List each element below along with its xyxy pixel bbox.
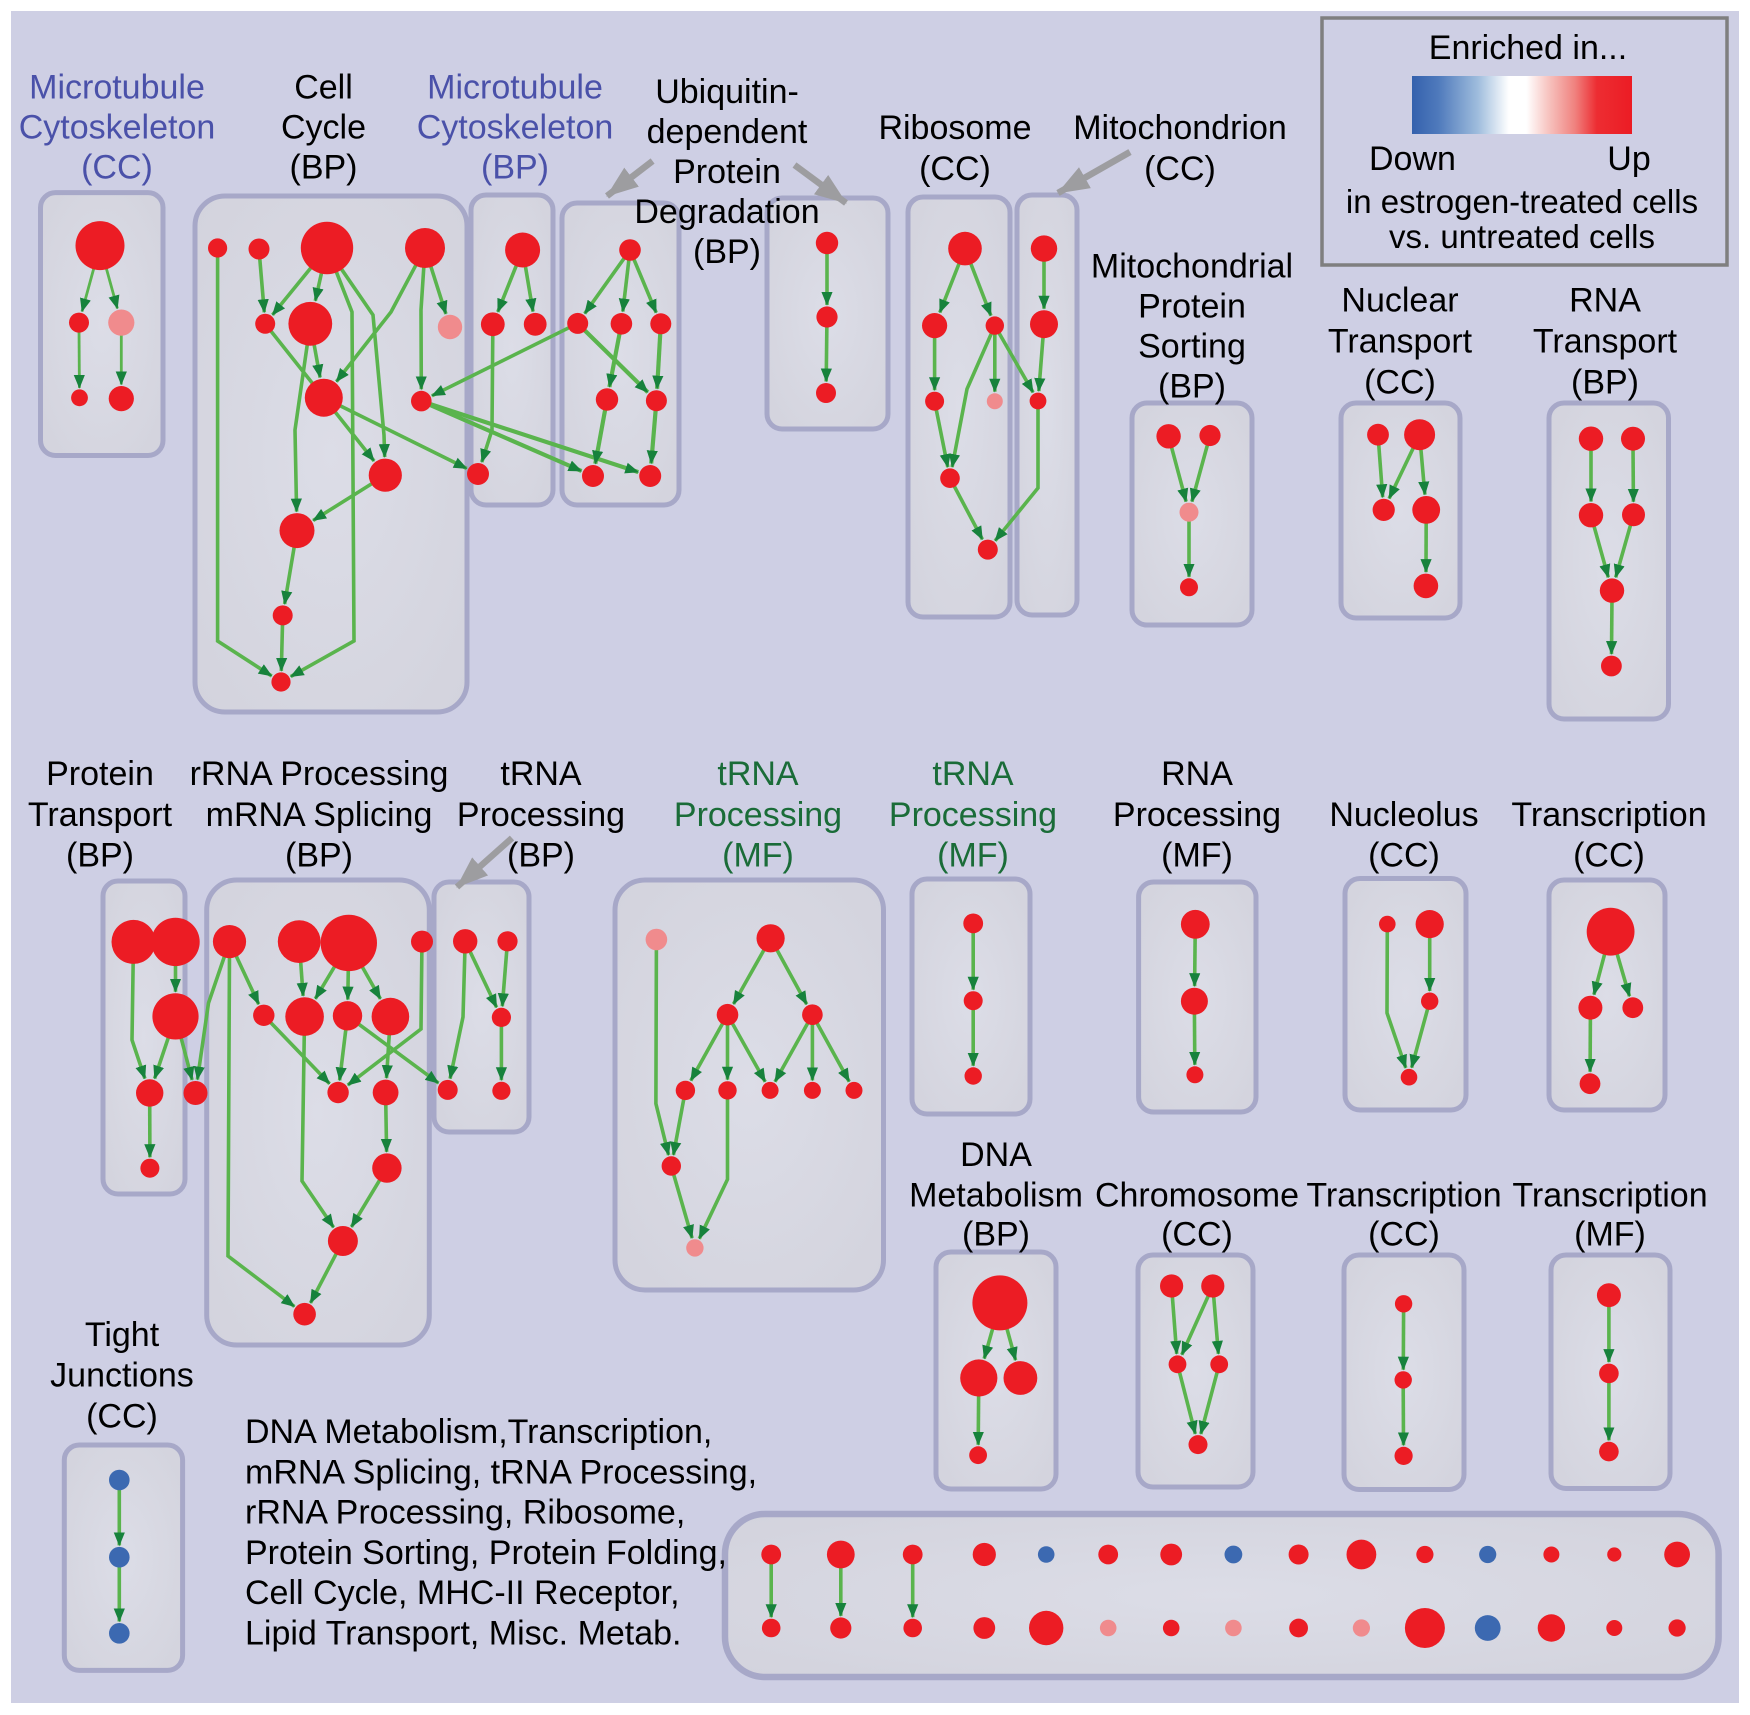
svg-text:(CC): (CC) [919, 150, 991, 188]
svg-text:(CC): (CC) [86, 1398, 158, 1436]
svg-text:Processing: Processing [1113, 796, 1281, 834]
svg-text:tRNA: tRNA [717, 755, 799, 793]
svg-text:Nuclear: Nuclear [1341, 282, 1458, 320]
svg-text:Ribosome: Ribosome [878, 109, 1031, 147]
svg-text:Metabolism: Metabolism [909, 1177, 1083, 1215]
svg-text:dependent: dependent [647, 113, 808, 151]
svg-text:Up: Up [1607, 140, 1650, 178]
svg-text:Processing: Processing [889, 796, 1057, 834]
svg-text:Microtubule: Microtubule [29, 69, 205, 107]
svg-text:rRNA Processing, Ribosome,: rRNA Processing, Ribosome, [245, 1494, 685, 1532]
svg-text:(MF): (MF) [937, 837, 1009, 875]
svg-text:(CC): (CC) [1573, 837, 1645, 875]
svg-text:Transcription: Transcription [1511, 796, 1706, 834]
svg-text:Cytoskeleton: Cytoskeleton [417, 109, 614, 147]
svg-text:(CC): (CC) [1368, 1216, 1440, 1254]
svg-text:Down: Down [1369, 140, 1456, 178]
svg-text:DNA: DNA [960, 1136, 1032, 1174]
svg-text:Ubiquitin-: Ubiquitin- [655, 73, 799, 111]
svg-text:Nucleolus: Nucleolus [1329, 796, 1478, 834]
svg-text:Transcription: Transcription [1306, 1177, 1501, 1215]
svg-text:Junctions: Junctions [50, 1357, 194, 1395]
svg-text:Microtubule: Microtubule [427, 69, 603, 107]
svg-text:Protein: Protein [673, 153, 781, 191]
svg-text:(CC): (CC) [1144, 150, 1216, 188]
svg-text:Tight: Tight [85, 1316, 160, 1354]
svg-text:Sorting: Sorting [1138, 328, 1246, 366]
svg-text:Processing: Processing [457, 796, 625, 834]
svg-text:Cycle: Cycle [281, 109, 366, 147]
svg-text:(BP): (BP) [1158, 368, 1226, 406]
svg-text:tRNA: tRNA [500, 755, 582, 793]
svg-text:Cell Cycle, MHC-II Receptor,: Cell Cycle, MHC-II Receptor, [245, 1574, 680, 1612]
svg-text:Transcription: Transcription [1512, 1177, 1707, 1215]
svg-text:mRNA Splicing: mRNA Splicing [206, 796, 433, 834]
svg-text:(BP): (BP) [285, 837, 353, 875]
svg-text:(BP): (BP) [481, 149, 549, 187]
svg-text:Enriched in...: Enriched in... [1429, 29, 1627, 67]
svg-text:(CC): (CC) [1161, 1216, 1233, 1254]
svg-text:(CC): (CC) [1368, 837, 1440, 875]
svg-text:(CC): (CC) [1364, 364, 1436, 402]
svg-text:vs. untreated cells: vs. untreated cells [1389, 218, 1655, 255]
svg-text:Cell: Cell [294, 69, 353, 107]
svg-text:(BP): (BP) [962, 1216, 1030, 1254]
svg-text:Lipid Transport, Misc. Metab.: Lipid Transport, Misc. Metab. [245, 1615, 682, 1653]
svg-text:RNA: RNA [1161, 755, 1233, 793]
svg-text:Degradation: Degradation [634, 193, 819, 231]
svg-text:Chromosome: Chromosome [1095, 1177, 1299, 1215]
svg-text:(BP): (BP) [1571, 364, 1639, 402]
svg-text:Protein Sorting, Protein Foldi: Protein Sorting, Protein Folding, [245, 1534, 727, 1572]
svg-text:(MF): (MF) [722, 837, 794, 875]
svg-text:in estrogen-treated cells: in estrogen-treated cells [1346, 183, 1698, 220]
svg-text:(MF): (MF) [1574, 1216, 1646, 1254]
svg-text:Protein: Protein [46, 755, 154, 793]
svg-text:tRNA: tRNA [932, 755, 1014, 793]
svg-text:(CC): (CC) [81, 149, 153, 187]
svg-text:RNA: RNA [1569, 282, 1641, 320]
svg-text:Transport: Transport [28, 796, 173, 834]
svg-text:(BP): (BP) [66, 837, 134, 875]
svg-text:Transport: Transport [1328, 323, 1473, 361]
svg-text:(MF): (MF) [1161, 837, 1233, 875]
svg-text:(BP): (BP) [507, 837, 575, 875]
svg-text:rRNA Processing: rRNA Processing [190, 755, 449, 793]
svg-text:DNA Metabolism,Transcription,: DNA Metabolism,Transcription, [245, 1413, 712, 1451]
svg-text:Cytoskeleton: Cytoskeleton [19, 109, 216, 147]
svg-text:Mitochondrion: Mitochondrion [1073, 109, 1287, 147]
svg-text:(BP): (BP) [290, 149, 358, 187]
svg-text:(BP): (BP) [693, 233, 761, 271]
svg-text:Processing: Processing [674, 796, 842, 834]
svg-text:Protein: Protein [1138, 288, 1246, 326]
svg-text:mRNA Splicing, tRNA Processing: mRNA Splicing, tRNA Processing, [245, 1453, 757, 1491]
svg-text:Mitochondrial: Mitochondrial [1091, 248, 1293, 286]
svg-text:Transport: Transport [1533, 323, 1678, 361]
